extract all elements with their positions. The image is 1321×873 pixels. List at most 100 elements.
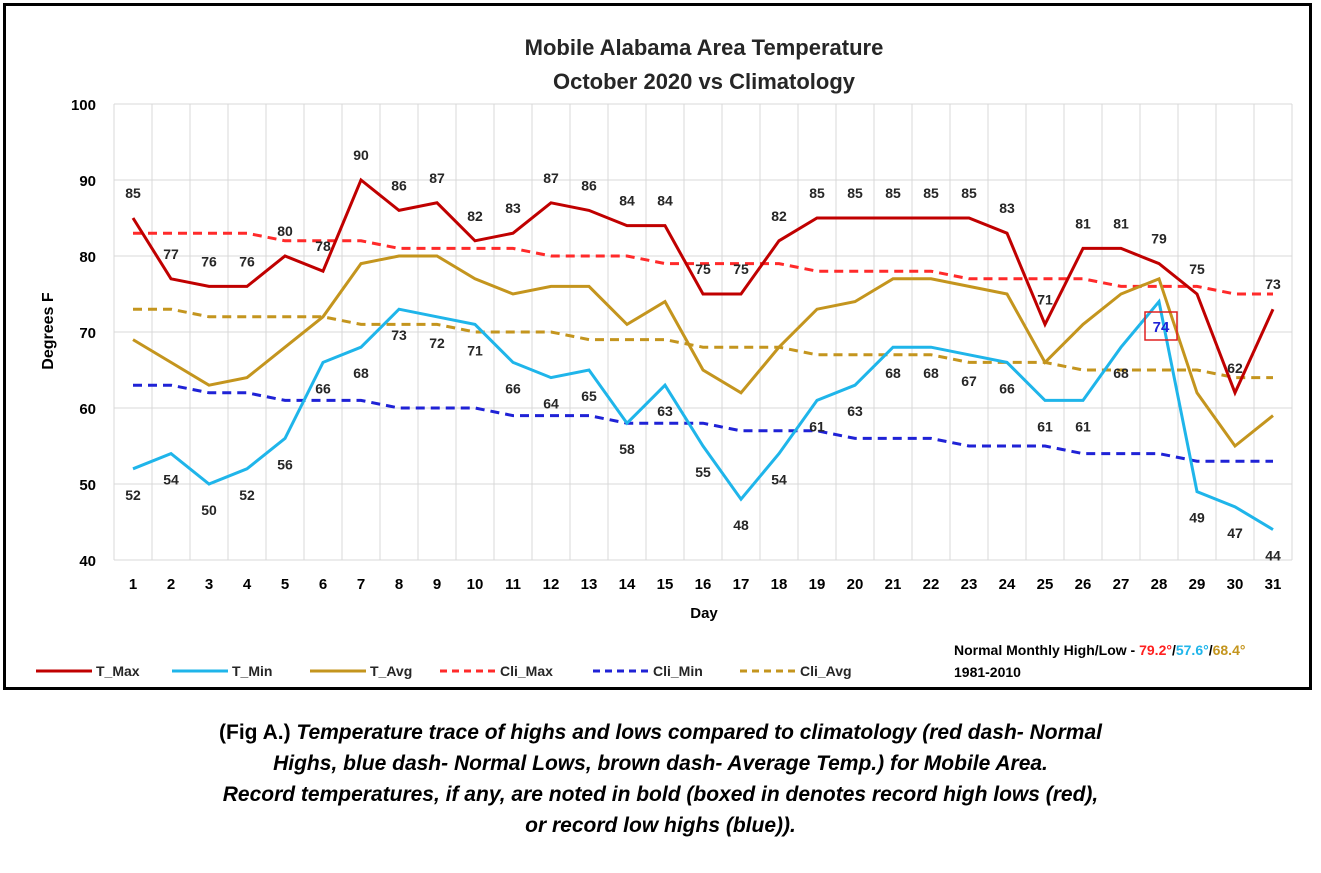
x-tick-label: 3 bbox=[205, 576, 213, 593]
normals-separator: / bbox=[1172, 642, 1176, 658]
normals-text: Normal Monthly High/Low - 79.2°/57.6°/68… bbox=[954, 642, 1245, 658]
tmin-data-label: 66 bbox=[505, 380, 521, 396]
x-tick-label: 9 bbox=[433, 576, 441, 593]
tmax-data-label: 84 bbox=[657, 193, 673, 209]
record-label: 74 bbox=[1153, 319, 1170, 336]
record-box bbox=[1144, 311, 1178, 341]
caption-line-2: Highs, blue dash- Normal Lows, brown das… bbox=[273, 752, 1048, 775]
x-tick-label: 19 bbox=[809, 576, 826, 593]
x-tick-label: 27 bbox=[1113, 576, 1130, 593]
normals-period: 1981-2010 bbox=[954, 664, 1021, 680]
tmax-data-label: 75 bbox=[695, 261, 711, 277]
tmax-data-label: 77 bbox=[163, 246, 179, 262]
tmax-data-label: 85 bbox=[961, 185, 977, 201]
tmin-data-label: 68 bbox=[1113, 365, 1129, 381]
chart-subtitle: October 2020 vs Climatology bbox=[553, 69, 856, 94]
tmin-data-label: 63 bbox=[847, 403, 863, 419]
tmin-data-label: 71 bbox=[467, 342, 483, 358]
tmin-data-label: 49 bbox=[1189, 510, 1205, 526]
tmax-data-label: 76 bbox=[201, 253, 217, 269]
tmax-data-label: 71 bbox=[1037, 291, 1053, 307]
x-tick-label: 4 bbox=[243, 576, 252, 593]
tmin-data-label: 65 bbox=[581, 388, 597, 404]
tmax-data-label: 79 bbox=[1151, 231, 1167, 247]
caption-line-3: Record temperatures, if any, are noted i… bbox=[222, 783, 1099, 806]
tmax-data-label: 75 bbox=[733, 261, 749, 277]
tmax-data-label: 81 bbox=[1113, 215, 1129, 231]
tmax-data-label: 85 bbox=[847, 185, 863, 201]
tmin-data-label: 68 bbox=[923, 365, 939, 381]
y-tick-label: 80 bbox=[79, 249, 96, 266]
tmin-data-label: 47 bbox=[1227, 525, 1243, 541]
tmin-data-label: 61 bbox=[1075, 418, 1091, 434]
tmax-data-label: 62 bbox=[1227, 360, 1243, 376]
x-tick-label: 17 bbox=[733, 576, 750, 593]
caption-line-4: or record low highs (blue)). bbox=[525, 814, 796, 837]
x-tick-label: 2 bbox=[167, 576, 175, 593]
normal-high-value: 79.2° bbox=[1139, 642, 1172, 658]
y-tick-label: 90 bbox=[79, 173, 96, 190]
tmax-data-label: 75 bbox=[1189, 261, 1205, 277]
tmax-data-label: 73 bbox=[1265, 276, 1281, 292]
legend: T_Max T_Min T_Avg Cli_Max Cli_Min Cli_Avg bbox=[36, 663, 852, 679]
tmin-data-label: 48 bbox=[733, 517, 749, 533]
x-tick-label: 31 bbox=[1265, 576, 1282, 593]
tmin-data-label: 56 bbox=[277, 456, 293, 472]
tmax-data-label: 83 bbox=[505, 200, 521, 216]
tmin-data-label: 55 bbox=[695, 464, 711, 480]
series bbox=[131, 177, 1275, 531]
figure-caption: (Fig A.) Temperature trace of highs and … bbox=[0, 717, 1321, 841]
x-tick-label: 26 bbox=[1075, 576, 1092, 593]
tmin-data-label: 61 bbox=[1037, 418, 1053, 434]
normals-separator: / bbox=[1209, 642, 1213, 658]
x-tick-label: 21 bbox=[885, 576, 902, 593]
data-labels: 85 77 76 76 80 78 90 86 87 82 83 87 86 84 84 75 75 82 85 85… bbox=[125, 147, 1281, 564]
tmin-data-label: 67 bbox=[961, 373, 977, 389]
y-tick-label: 40 bbox=[79, 553, 96, 570]
x-tick-label: 5 bbox=[281, 576, 289, 593]
tmax-data-label: 85 bbox=[125, 185, 141, 201]
tmax-data-label: 87 bbox=[429, 170, 445, 186]
legend-label: T_Min bbox=[232, 663, 272, 679]
tmin-data-label: 72 bbox=[429, 335, 445, 351]
tmax-data-label: 86 bbox=[391, 177, 407, 193]
tmin-data-label: 52 bbox=[239, 487, 255, 503]
x-tick-label: 1 bbox=[129, 576, 137, 593]
x-tick-label: 15 bbox=[657, 576, 674, 593]
tmin-data-label: 64 bbox=[543, 396, 559, 412]
x-tick-label: 10 bbox=[467, 576, 484, 593]
caption-fig-label: (Fig A.) bbox=[219, 721, 297, 744]
x-tick-label: 18 bbox=[771, 576, 788, 593]
tmax-data-label: 83 bbox=[999, 200, 1015, 216]
tmin-data-label: 54 bbox=[163, 472, 179, 488]
series-line-cli-min bbox=[133, 383, 1273, 463]
tmin-data-label: 44 bbox=[1265, 548, 1281, 564]
tmin-data-label: 68 bbox=[885, 365, 901, 381]
x-tick-label: 16 bbox=[695, 576, 712, 593]
tmax-data-label: 76 bbox=[239, 253, 255, 269]
caption-line-1: Temperature trace of highs and lows comp… bbox=[296, 721, 1102, 744]
tmin-data-label: 68 bbox=[353, 365, 369, 381]
x-tick-label: 24 bbox=[999, 576, 1016, 593]
x-tick-label: 23 bbox=[961, 576, 978, 593]
tmax-data-label: 86 bbox=[581, 177, 597, 193]
tmax-data-label: 82 bbox=[771, 208, 787, 224]
x-tick-label: 30 bbox=[1227, 576, 1244, 593]
tmin-data-label: 63 bbox=[657, 403, 673, 419]
x-tick-label: 12 bbox=[543, 576, 560, 593]
x-tick-label: 22 bbox=[923, 576, 940, 593]
x-tick-label: 28 bbox=[1151, 576, 1168, 593]
x-tick-label: 13 bbox=[581, 576, 598, 593]
x-tick-label: 7 bbox=[357, 576, 365, 593]
normals-label: Normal Monthly High/Low - bbox=[954, 642, 1139, 658]
legend-label: T_Avg bbox=[370, 663, 412, 679]
y-axis-title: Degrees F bbox=[40, 292, 57, 370]
tmax-data-label: 78 bbox=[315, 238, 331, 254]
tmin-data-label: 58 bbox=[619, 441, 635, 457]
x-tick-label: 6 bbox=[319, 576, 327, 593]
series-line-t-min bbox=[132, 298, 1274, 531]
x-tick-label: 29 bbox=[1189, 576, 1206, 593]
tmax-data-label: 85 bbox=[809, 185, 825, 201]
